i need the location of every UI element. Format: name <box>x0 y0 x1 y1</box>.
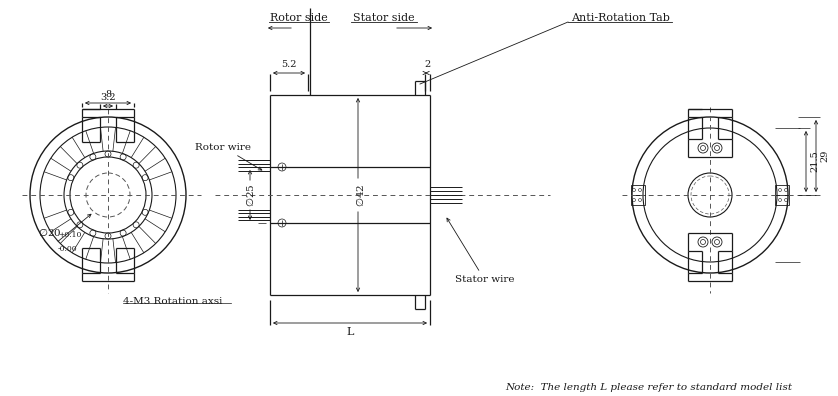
Bar <box>775 185 789 195</box>
Bar <box>631 195 645 205</box>
Text: +0.10: +0.10 <box>58 231 81 239</box>
Bar <box>631 185 645 195</box>
Text: L: L <box>346 327 354 337</box>
Text: -0.00: -0.00 <box>58 245 78 253</box>
Text: 8: 8 <box>105 90 111 99</box>
Text: $\varnothing$20: $\varnothing$20 <box>38 226 61 238</box>
Text: 29: 29 <box>820 150 829 162</box>
Text: 3.2: 3.2 <box>101 93 116 102</box>
Text: 5.2: 5.2 <box>282 60 297 69</box>
Bar <box>775 195 789 205</box>
Text: $\varnothing$25: $\varnothing$25 <box>244 183 256 207</box>
Text: Rotor wire: Rotor wire <box>195 143 261 170</box>
Text: Note:  The length L please refer to standard model list: Note: The length L please refer to stand… <box>505 383 792 392</box>
Text: $\varnothing$42: $\varnothing$42 <box>354 183 366 207</box>
Text: 4-M3 Rotation axsi: 4-M3 Rotation axsi <box>123 297 222 305</box>
Text: Anti-Rotation Tab: Anti-Rotation Tab <box>571 13 670 23</box>
Text: Stator side: Stator side <box>353 13 415 23</box>
Text: Rotor side: Rotor side <box>270 13 328 23</box>
Text: 2: 2 <box>424 60 431 69</box>
Text: 21.5: 21.5 <box>810 150 819 172</box>
Text: Stator wire: Stator wire <box>447 218 515 284</box>
